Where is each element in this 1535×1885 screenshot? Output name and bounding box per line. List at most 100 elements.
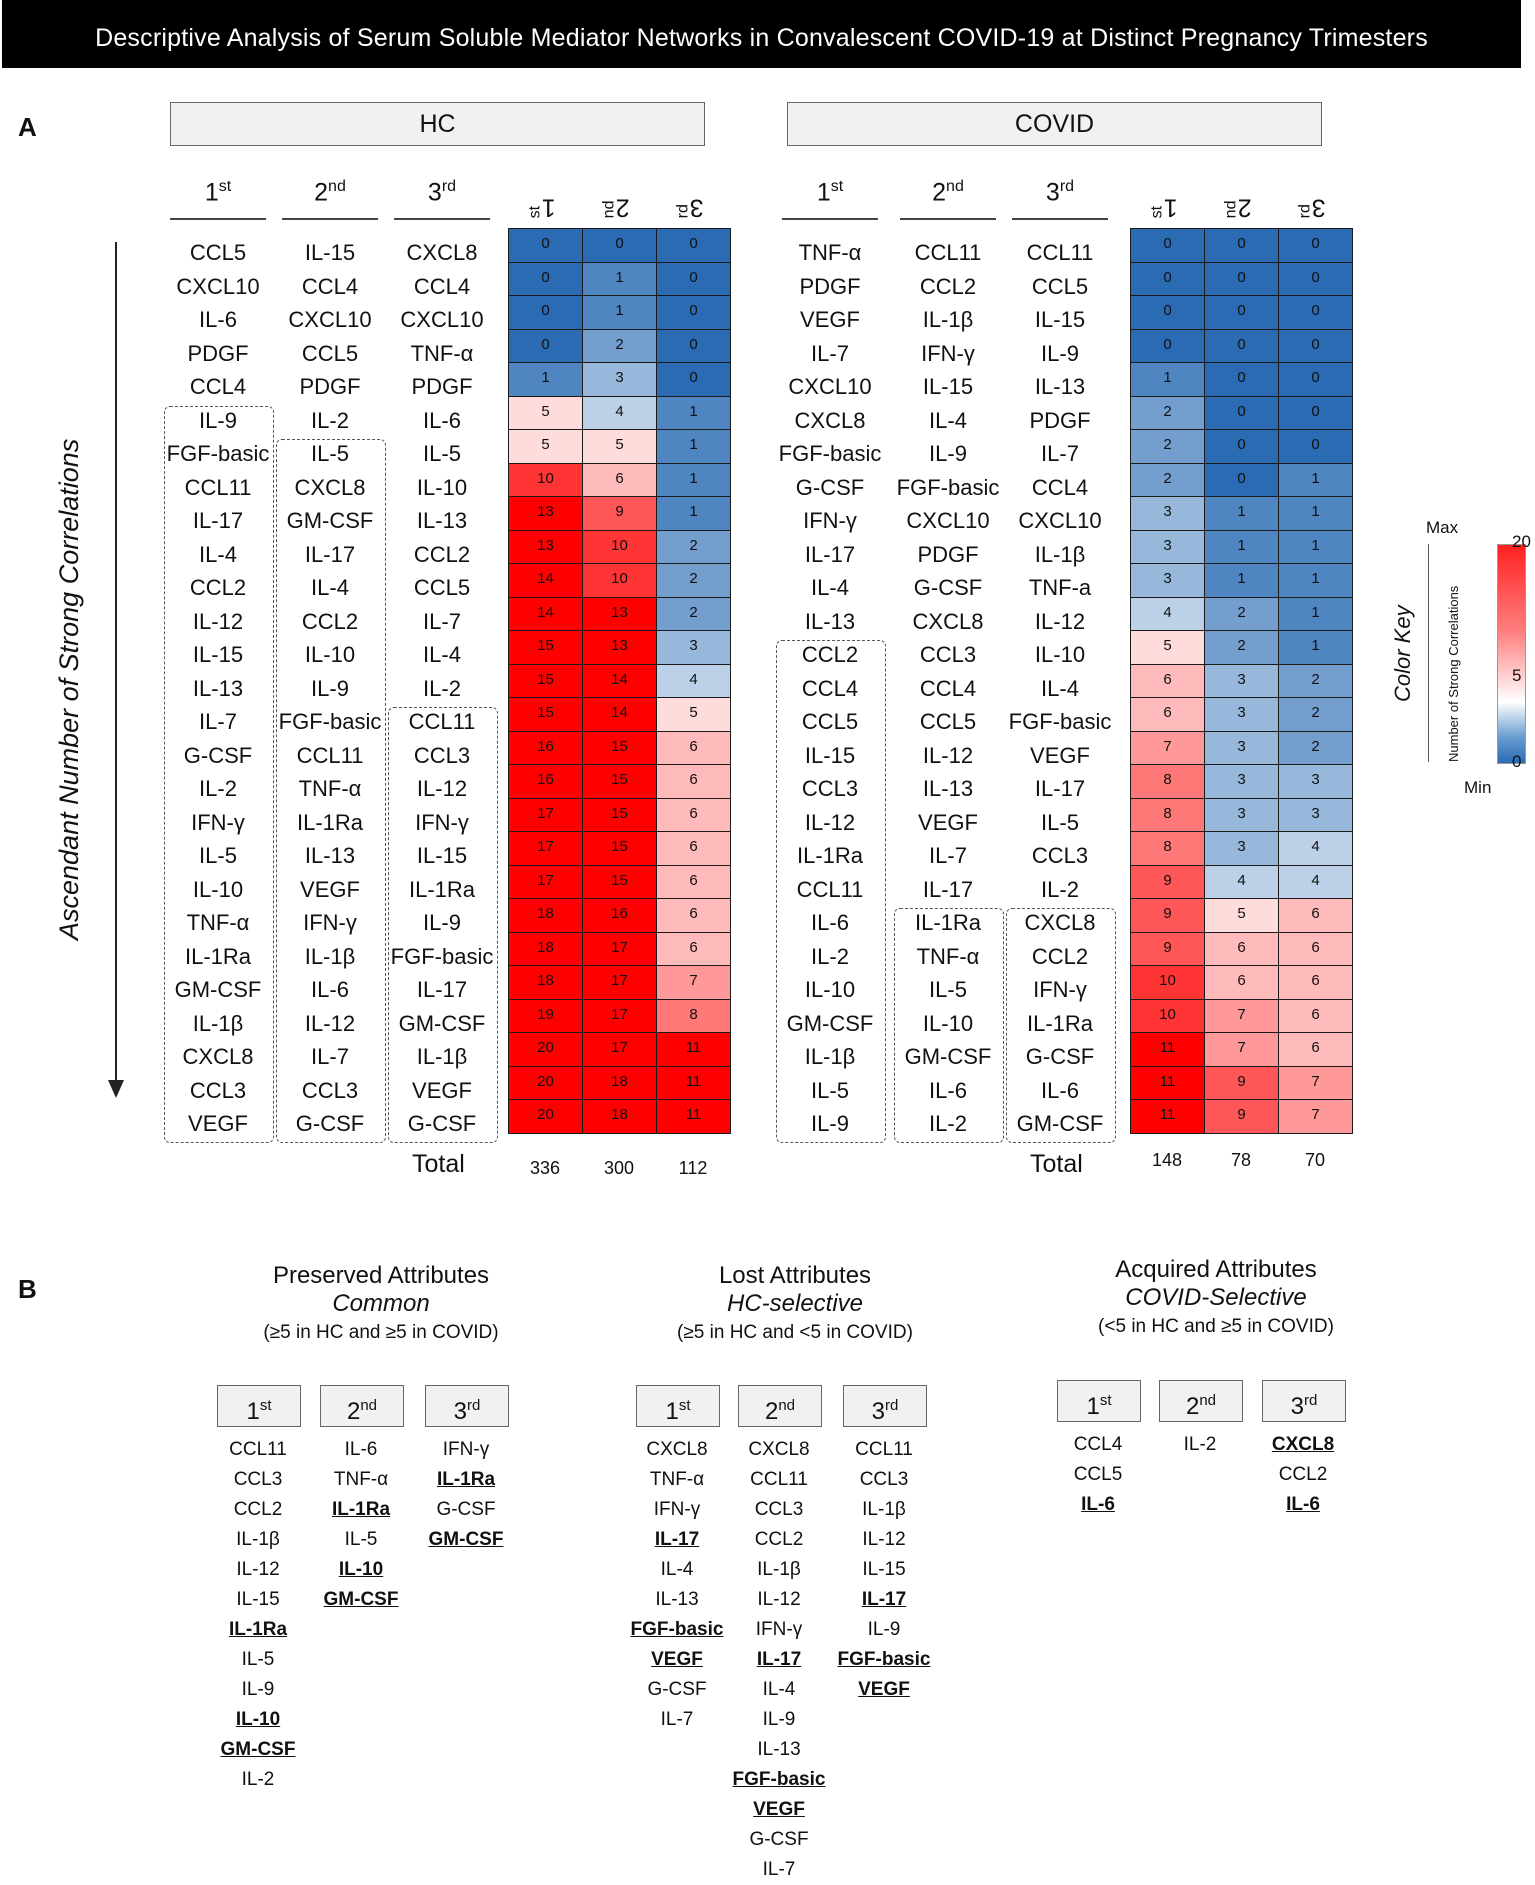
covid-heat-cell: 8 [1130,831,1205,866]
covid-mediator-name: IFN-γ [1033,977,1087,1002]
covid-mediator-name: IL-4 [1041,675,1079,701]
hc-heat-cell: 0 [656,328,731,363]
covid-mediator-name: GM-CSF [786,1010,874,1036]
hc-heat-cell: 6 [656,797,731,832]
covid-heat-cell: 0 [1278,261,1353,296]
y-axis-label: Ascendant Number of Strong Correlations [54,438,84,940]
covid-mediator-name: IL-10 [804,977,856,1002]
hc-heat-cell: 20 [508,1099,583,1134]
hc-mediator-name: IL-6 [311,977,349,1002]
covid-heat-cell: 6 [1204,965,1279,1000]
attribute-item: IL-10 [338,1559,384,1580]
covid-name-header-underline [782,218,878,220]
covid-heat-cell: 1 [1204,529,1279,564]
trimester-suffix: st [678,1397,691,1414]
covid-heat-cell: 3 [1204,697,1279,732]
attribute-list: CXCL8 TNF-α IFN-γ IL-17 IL-4 IL-13 FGF-basic VE… [607,1435,747,1735]
hc-mediator-name: IL-7 [199,709,237,734]
hc-heat-cell: 0 [508,228,583,263]
covid-mediator-name: IL-9 [811,1111,849,1136]
hc-heat-cell: 17 [582,965,657,1000]
hc-mediator-name: VEGF [188,1111,248,1136]
hc-total-label: Total [412,1150,465,1178]
hc-name-header-underline [394,218,490,220]
hc-heat-cell: 17 [508,797,583,832]
attribute-list: CXCL8 CCL2 IL-6 [1233,1430,1373,1520]
panel-a-letter: A [18,112,37,142]
hc-heat-cell: 0 [656,362,731,397]
hc-mediator-name: CXCL8 [406,240,478,265]
covid-heat-cell: 3 [1204,663,1279,698]
hc-heat-cell: 0 [656,261,731,296]
hc-heat-cell: 13 [508,529,583,564]
attribute-list: IL-6 TNF-α IL-1Ra IL-5 IL-10 GM-CSF [291,1435,431,1615]
hc-heat-cell: 13 [508,496,583,531]
covid-mediator-name: CXCL10 [906,508,990,533]
hc-heat-cell: 6 [656,764,731,799]
hc-name-header-1: 1st [170,178,266,207]
hc-mediator-name: IL-13 [192,675,244,701]
covid-heat-cell: 0 [1278,429,1353,464]
covid-heat-cell: 2 [1130,462,1205,497]
covid-heat-cell: 9 [1130,898,1205,933]
hc-heat-cell: 1 [656,395,731,430]
hc-mediator-name: IL-10 [416,474,468,500]
covid-mediator-name: CCL4 [1031,474,1089,500]
covid-heat-cell: 0 [1130,228,1205,263]
covid-mediator-name: PDGF [917,541,979,567]
hc-heat-cell: 5 [508,395,583,430]
covid-mediator-name: IL-17 [1034,776,1086,801]
attribute-item: IFN-γ [442,1439,490,1460]
covid-heat-cell: 3 [1130,563,1205,598]
hc-heat-cell: 16 [508,764,583,799]
hc-heat-cell: 17 [508,864,583,899]
covid-mediator-name: CCL2 [801,642,859,667]
covid-heat-cell: 10 [1130,998,1205,1033]
hc-mediator-name: CCL2 [413,541,471,567]
attribute-item: IFN-γ [755,1619,803,1640]
trimester-box-3: 3rd [1262,1380,1346,1422]
trimester-number: 2 [314,178,329,207]
hc-mediator-name: IL-15 [192,642,244,667]
attribute-item: IL-1Ra [228,1619,288,1640]
hc-heat-cell: 19 [508,998,583,1033]
hc-mediator-name: G-CSF [407,1111,477,1136]
covid-heat-cell: 10 [1130,965,1205,1000]
covid-heat-cell: 1 [1130,362,1205,397]
hc-mediator-name: CCL11 [184,474,252,500]
covid-heat-cell: 4 [1278,831,1353,866]
hc-heat-cell: 13 [582,596,657,631]
hc-mediator-name: VEGF [300,876,360,902]
attribute-item: IL-1Ra [331,1499,391,1520]
attribute-item: IL-2 [241,1769,275,1790]
covid-heat-cell: 0 [1204,462,1279,497]
covid-heat-cell: 9 [1130,931,1205,966]
group-subtitle: Common [332,1290,430,1317]
covid-mediator-name: VEGF [918,809,978,835]
attribute-item: CCL4 [1073,1434,1123,1455]
covid-heat-cell: 0 [1278,228,1353,263]
attribute-item: VEGF [858,1679,910,1700]
covid-mediator-name: IL-4 [929,407,967,433]
covid-mediator-name: TNF-α [798,240,862,265]
hc-mediator-name: IL-1β [304,943,356,969]
hc-mediator-name: GM-CSF [286,508,374,533]
hc-mediator-name: IL-9 [199,407,237,433]
hc-mediator-name: CCL5 [189,240,247,265]
hc-heat-cell: 15 [508,663,583,698]
hc-mediator-name: CCL2 [301,608,359,634]
hc-mediator-name: G-CSF [183,742,253,768]
hc-name-header-3: 3rd [394,178,490,207]
trimester-box-2: 2nd [1159,1380,1243,1422]
attribute-item: FGF-basic [837,1649,931,1670]
covid-mediator-name: GM-CSF [1016,1111,1104,1136]
attribute-item: IL-17 [861,1589,907,1610]
covid-heat-cell: 3 [1204,730,1279,765]
attribute-item: VEGF [651,1649,703,1670]
hc-mediator-name: IL-1Ra [184,943,252,969]
hc-mediator-name: IL-15 [416,843,468,868]
